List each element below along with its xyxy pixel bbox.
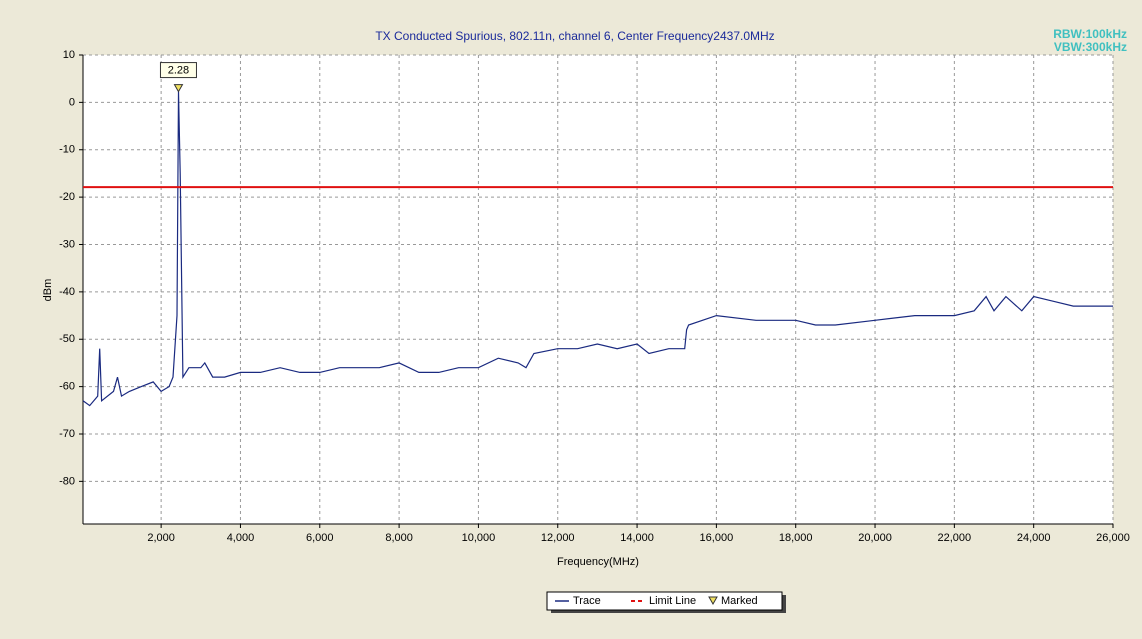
marker-label: 2.28 (168, 64, 189, 76)
y-tick-label: -80 (59, 475, 75, 487)
annotation: RBW:100kHz (1053, 27, 1127, 41)
chart-title: TX Conducted Spurious, 802.11n, channel … (375, 29, 774, 43)
y-tick-label: -10 (59, 144, 75, 156)
y-tick-label: -30 (59, 238, 75, 250)
y-tick-label: 10 (63, 49, 75, 61)
legend-label: Trace (573, 595, 601, 607)
x-tick-label: 26,000 (1096, 532, 1130, 544)
x-tick-label: 6,000 (306, 532, 334, 544)
y-tick-label: -40 (59, 286, 75, 298)
annotation: VBW:300kHz (1054, 40, 1127, 54)
x-tick-label: 20,000 (858, 532, 892, 544)
y-tick-label: -20 (59, 191, 75, 203)
x-axis-label: Frequency(MHz) (557, 556, 639, 568)
legend-label: Marked (721, 595, 758, 607)
x-tick-label: 14,000 (620, 532, 654, 544)
y-axis-label: dBm (42, 279, 54, 302)
plot-area (83, 55, 1113, 524)
trace-line (82, 91, 1113, 407)
x-tick-label: 12,000 (541, 532, 575, 544)
y-tick-label: -50 (59, 333, 75, 345)
x-tick-label: 18,000 (779, 532, 813, 544)
x-tick-label: 24,000 (1017, 532, 1051, 544)
x-tick-label: 22,000 (938, 532, 972, 544)
legend-swatch (708, 596, 718, 606)
x-tick-label: 2,000 (147, 532, 175, 544)
legend-label: Limit Line (649, 595, 696, 607)
legend (546, 591, 783, 611)
x-tick-label: 8,000 (385, 532, 413, 544)
x-tick-label: 4,000 (227, 532, 255, 544)
y-tick-label: 0 (69, 96, 75, 108)
y-tick-label: -70 (59, 428, 75, 440)
x-tick-label: 16,000 (700, 532, 734, 544)
x-tick-label: 10,000 (462, 532, 496, 544)
y-tick-label: -60 (59, 381, 75, 393)
marker-label-box (159, 62, 197, 79)
marker (173, 84, 184, 93)
